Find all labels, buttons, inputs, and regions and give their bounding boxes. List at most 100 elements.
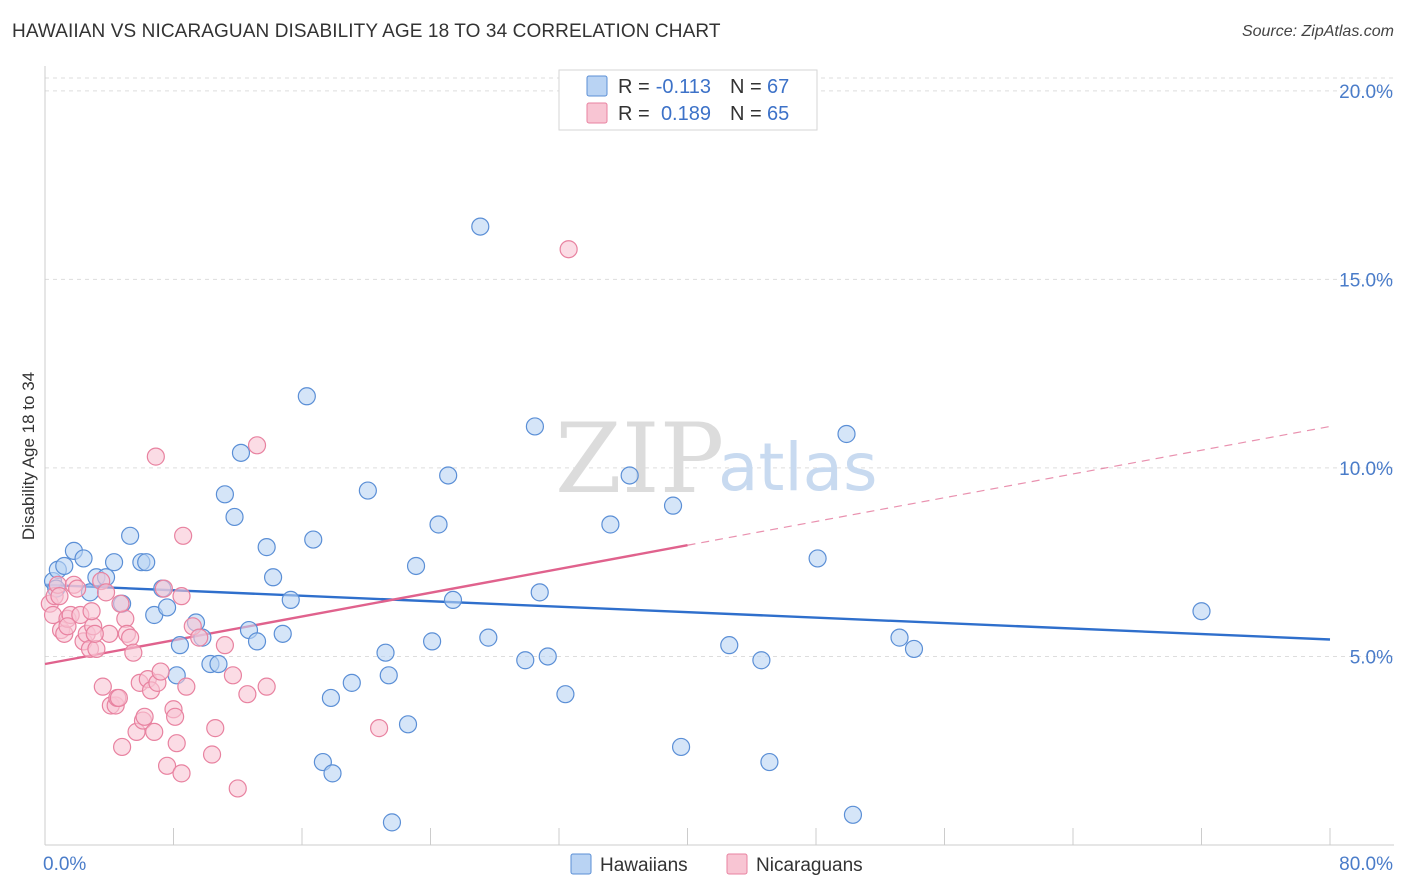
nicaraguan-point bbox=[167, 734, 186, 753]
legend-r-value: 0.189 bbox=[661, 103, 711, 125]
hawaiian-point bbox=[398, 715, 418, 734]
nicaraguan-point bbox=[154, 579, 173, 598]
hawaiian-point bbox=[209, 654, 228, 674]
nicaraguan-point bbox=[96, 583, 116, 602]
nicaraguan-point bbox=[82, 602, 101, 621]
nicaraguan-point bbox=[87, 639, 106, 659]
nicaraguan-point bbox=[121, 628, 140, 647]
nicaraguan-point bbox=[206, 719, 225, 738]
nicaraguan-point bbox=[370, 719, 389, 738]
hawaiian-point bbox=[808, 549, 827, 568]
hawaiian-point bbox=[671, 737, 691, 757]
hawaiian-point bbox=[225, 507, 244, 527]
legend-n-value: 65 bbox=[767, 103, 789, 125]
nicaraguan-point bbox=[257, 677, 276, 696]
nicaraguan-point bbox=[172, 587, 191, 606]
nicaraguan-point bbox=[247, 436, 267, 455]
hawaiian-point bbox=[516, 651, 535, 670]
trend-line-nicaraguans bbox=[44, 544, 688, 666]
nicaraguan-point bbox=[177, 677, 196, 696]
nicaraguan-point bbox=[157, 756, 177, 775]
nicaraguan-point bbox=[190, 628, 209, 647]
hawaiian-point bbox=[525, 417, 545, 436]
hawaiian-point bbox=[439, 466, 458, 485]
nicaraguan-point bbox=[93, 677, 112, 696]
hawaiian-point bbox=[601, 515, 620, 534]
source-credit: Source: ZipAtlas.com bbox=[1241, 23, 1394, 40]
hawaiian-point bbox=[321, 688, 341, 708]
legend-swatch-nicaraguans bbox=[586, 102, 608, 124]
legend-n-label: N = bbox=[730, 103, 762, 125]
nicaraguan-point bbox=[202, 745, 222, 764]
legend-n-value: 67 bbox=[767, 76, 789, 98]
hawaiian-point bbox=[215, 485, 234, 504]
hawaiian-point bbox=[297, 387, 316, 406]
hawaiian-point bbox=[379, 666, 398, 685]
hawaiian-point bbox=[556, 685, 575, 704]
hawaiian-point bbox=[74, 549, 93, 568]
nicaraguan-point bbox=[559, 240, 578, 259]
hawaiian-point bbox=[263, 568, 283, 587]
hawaiian-point bbox=[423, 632, 442, 651]
y-tick-label: 15.0% bbox=[1339, 270, 1393, 291]
y-axis-label: Disability Age 18 to 34 bbox=[19, 372, 38, 540]
nicaraguan-point bbox=[111, 594, 130, 613]
nicaraguan-point bbox=[215, 636, 234, 655]
hawaiian-point bbox=[342, 673, 361, 692]
trend-line-hawaiians bbox=[44, 583, 1331, 641]
hawaiian-point bbox=[429, 515, 448, 534]
hawaiian-point bbox=[720, 636, 739, 655]
hawaiian-point bbox=[376, 643, 395, 662]
hawaiian-point bbox=[323, 764, 342, 783]
legend-r-value: -0.113 bbox=[656, 76, 711, 98]
hawaiian-point bbox=[231, 443, 251, 462]
watermark-zip: ZIP bbox=[555, 403, 724, 515]
nicaraguan-point bbox=[174, 526, 193, 545]
hawaiian-point bbox=[843, 805, 863, 824]
x-tick-label: 0.0% bbox=[43, 854, 86, 875]
y-tick-label: 20.0% bbox=[1339, 82, 1393, 103]
nicaraguan-point bbox=[109, 688, 128, 708]
nicaraguan-point bbox=[223, 666, 243, 685]
chart-title: HAWAIIAN VS NICARAGUAN DISABILITY AGE 18… bbox=[12, 21, 721, 42]
hawaiian-point bbox=[530, 583, 549, 602]
trend-lines bbox=[44, 425, 1331, 666]
hawaiian-point bbox=[538, 647, 557, 666]
hawaiian-point bbox=[443, 590, 463, 610]
y-tick-label: 10.0% bbox=[1339, 459, 1393, 480]
hawaiian-point bbox=[137, 553, 156, 572]
bottom-legend-hawaiians: Hawaiians bbox=[600, 855, 688, 876]
bottom-legend: Hawaiians Nicaraguans bbox=[570, 853, 863, 876]
hawaiian-point bbox=[247, 632, 267, 651]
data-points bbox=[40, 217, 1211, 832]
nicaraguan-point bbox=[135, 707, 154, 726]
legend-n-label: N = bbox=[730, 76, 762, 98]
nicaraguan-point bbox=[68, 579, 87, 598]
nicaraguan-point bbox=[172, 764, 191, 783]
hawaiian-point bbox=[55, 556, 74, 576]
nicaraguan-point bbox=[50, 587, 69, 606]
grid-lines bbox=[45, 77, 1394, 657]
hawaiian-point bbox=[479, 628, 498, 647]
legend-r-label: R = bbox=[618, 76, 650, 98]
hawaiian-point bbox=[1192, 602, 1211, 621]
watermark-atlas: atlas bbox=[718, 429, 878, 506]
hawaiian-point bbox=[257, 538, 276, 557]
hawaiian-point bbox=[281, 590, 300, 610]
hawaiian-point bbox=[382, 813, 402, 832]
nicaraguan-point bbox=[146, 447, 165, 466]
hawaiian-point bbox=[904, 639, 924, 659]
hawaiian-point bbox=[760, 752, 779, 772]
nicaraguan-point bbox=[151, 662, 170, 681]
hawaiian-point bbox=[663, 496, 683, 515]
hawaiian-point bbox=[104, 553, 124, 572]
hawaiian-point bbox=[358, 481, 377, 500]
hawaiian-point bbox=[304, 530, 323, 549]
trend-line-extension-nicaraguans bbox=[687, 425, 1331, 546]
bottom-legend-nicaraguans: Nicaraguans bbox=[756, 855, 863, 876]
nicaraguan-point bbox=[112, 737, 132, 757]
legend: R = -0.113 N = 67 R = 0.189 N = 65 bbox=[558, 69, 818, 131]
bottom-legend-swatch-hawaiians bbox=[570, 853, 592, 875]
y-tick-label: 5.0% bbox=[1350, 647, 1393, 668]
hawaiian-point bbox=[890, 628, 909, 647]
